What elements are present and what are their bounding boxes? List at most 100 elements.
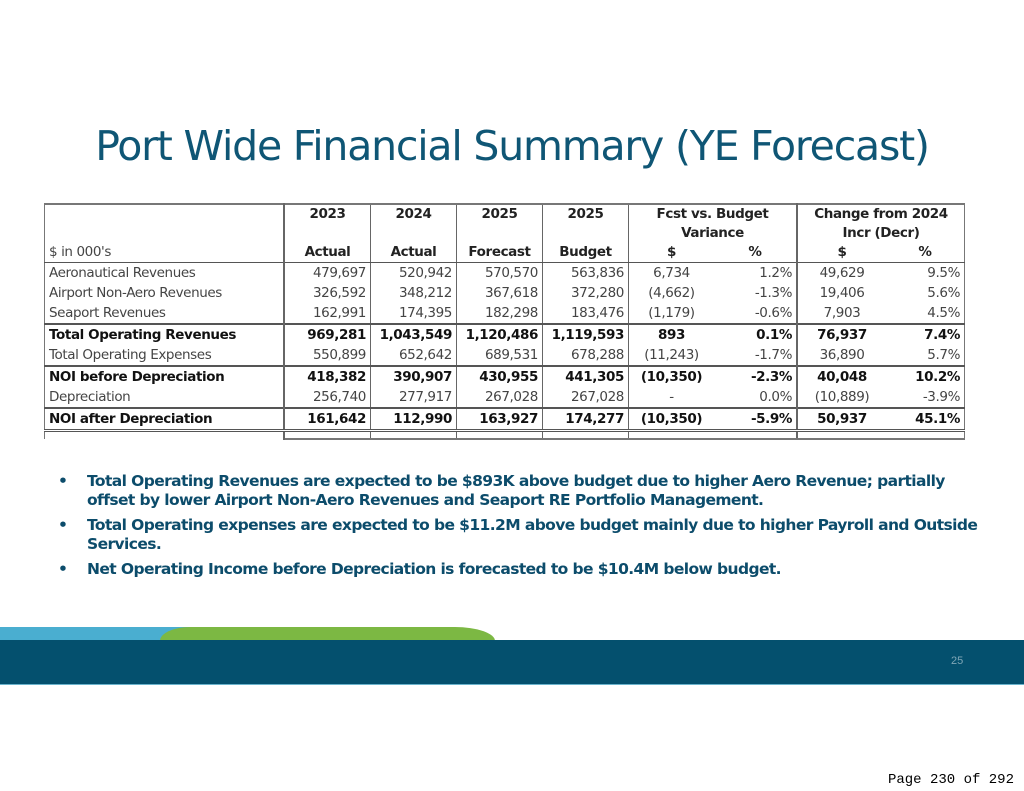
table-cell: (4,662) bbox=[648, 285, 695, 301]
table-cell: 49,629 bbox=[819, 265, 865, 281]
table-row: Aeronautical Revenues 479,697 520,942 570,5… bbox=[44, 262, 965, 283]
subheader: Forecast bbox=[456, 243, 543, 263]
table-cell: 45.1% bbox=[886, 407, 965, 431]
table-cell: 1,120,486 bbox=[456, 323, 543, 345]
table-cell: -0.6% bbox=[714, 303, 798, 324]
header-2025-budget: 2025 bbox=[542, 203, 629, 224]
table-cell: (10,889) bbox=[814, 389, 870, 405]
header-2023: 2023 bbox=[284, 203, 371, 224]
table-row: NOI after Depreciation 161,642 112,990 163,… bbox=[44, 407, 965, 431]
table-cell: -5.9% bbox=[714, 407, 798, 431]
table-row: Depreciation 256,740 277,917 267,028 267,028… bbox=[44, 387, 965, 408]
table-cell: 267,028 bbox=[456, 387, 543, 408]
row-label: Aeronautical Revenues bbox=[44, 262, 285, 283]
table-cell: 652,642 bbox=[370, 345, 457, 366]
header-change-2: Incr (Decr) bbox=[797, 224, 965, 243]
table-cell: 367,618 bbox=[456, 283, 543, 303]
table-cell: 678,288 bbox=[542, 345, 629, 366]
bullet-item: Total Operating Revenues are expected to… bbox=[58, 472, 978, 509]
table-cell: - bbox=[669, 389, 674, 405]
table-cell: 112,990 bbox=[370, 407, 457, 431]
table-cell: 5.7% bbox=[886, 345, 965, 366]
table-cell: 1,119,593 bbox=[542, 323, 629, 345]
table-cell: -1.7% bbox=[714, 345, 798, 366]
bullet-list: Total Operating Revenues are expected to… bbox=[58, 472, 978, 586]
table-cell: (1,179) bbox=[648, 305, 695, 321]
table-cell: 893 bbox=[628, 323, 714, 345]
slide-number: 25 bbox=[951, 655, 964, 667]
header-row-years: 2023 2024 2025 2025 Fcst vs. Budget Chan… bbox=[44, 203, 965, 224]
row-label: Total Operating Expenses bbox=[44, 345, 285, 366]
subheader: Actual bbox=[370, 243, 457, 263]
footer-band bbox=[0, 640, 1024, 685]
table-cell: 174,277 bbox=[542, 407, 629, 431]
table-cell: 570,570 bbox=[456, 262, 543, 283]
table-cell: 162,991 bbox=[284, 303, 371, 324]
subheader: % bbox=[886, 243, 965, 263]
row-label: Depreciation bbox=[44, 387, 285, 408]
row-label: NOI before Depreciation bbox=[44, 365, 285, 387]
table-cell: 563,836 bbox=[542, 262, 629, 283]
table-cell: 7.4% bbox=[886, 323, 965, 345]
row-label: Total Operating Revenues bbox=[44, 323, 285, 345]
header-variance-1: Fcst vs. Budget bbox=[628, 203, 798, 224]
table-row: Airport Non-Aero Revenues 326,592 348,212 3… bbox=[44, 283, 965, 303]
table-bottom-border bbox=[44, 429, 965, 440]
table-cell: 372,280 bbox=[542, 283, 629, 303]
table-row: NOI before Depreciation 418,382 390,907 430… bbox=[44, 365, 965, 387]
table-row: Total Operating Revenues 969,281 1,043,549… bbox=[44, 323, 965, 345]
table-cell: (10,350) bbox=[628, 407, 714, 431]
table-cell: 689,531 bbox=[456, 345, 543, 366]
table-cell: 19,406 bbox=[819, 285, 865, 301]
table-cell: 182,298 bbox=[456, 303, 543, 324]
table-cell: 430,955 bbox=[456, 365, 543, 387]
row-label: NOI after Depreciation bbox=[44, 407, 285, 431]
table-cell: 277,917 bbox=[370, 387, 457, 408]
subheader: $ bbox=[797, 243, 886, 263]
table-cell: 267,028 bbox=[542, 387, 629, 408]
table-cell: 1,043,549 bbox=[370, 323, 457, 345]
table-row: Seaport Revenues 162,991 174,395 182,298 183… bbox=[44, 303, 965, 324]
table-cell: 40,048 bbox=[797, 365, 886, 387]
header-change-1: Change from 2024 bbox=[797, 203, 965, 224]
table-cell: 161,642 bbox=[284, 407, 371, 431]
table-cell: 36,890 bbox=[819, 347, 865, 363]
table-cell: 0.0% bbox=[714, 387, 798, 408]
table-cell: (11,243) bbox=[644, 347, 699, 363]
table-cell: 4.5% bbox=[886, 303, 965, 324]
table-cell: 969,281 bbox=[284, 323, 371, 345]
table-cell: 441,305 bbox=[542, 365, 629, 387]
table-row: Total Operating Expenses 550,899 652,642 68… bbox=[44, 345, 965, 366]
subheader: Actual bbox=[284, 243, 371, 263]
table-cell: (10,350) bbox=[628, 365, 714, 387]
unit-label: $ in 000's bbox=[44, 243, 285, 263]
table-cell: 50,937 bbox=[797, 407, 886, 431]
table-cell: 9.5% bbox=[886, 262, 965, 283]
bullet-item: Net Operating Income before Depreciation… bbox=[58, 560, 978, 579]
table-cell: 7,903 bbox=[823, 305, 861, 321]
table-cell: 418,382 bbox=[284, 365, 371, 387]
header-2024: 2024 bbox=[370, 203, 457, 224]
header-row-sub: $ in 000's Actual Actual Forecast Budget… bbox=[44, 243, 965, 263]
table-cell: 479,697 bbox=[284, 262, 371, 283]
bullet-item: Total Operating expenses are expected to… bbox=[58, 516, 978, 553]
table-cell: 6,734 bbox=[653, 265, 690, 281]
footer-stripe-green bbox=[160, 627, 495, 641]
table-cell: 163,927 bbox=[456, 407, 543, 431]
financial-summary-table: 2023 2024 2025 2025 Fcst vs. Budget Chan… bbox=[44, 203, 965, 440]
table-cell: 390,907 bbox=[370, 365, 457, 387]
table-cell: 348,212 bbox=[370, 283, 457, 303]
table-cell: 256,740 bbox=[284, 387, 371, 408]
header-variance-2: Variance bbox=[628, 224, 798, 243]
table-cell: 520,942 bbox=[370, 262, 457, 283]
header-2025-forecast: 2025 bbox=[456, 203, 543, 224]
header-row-group: Variance Incr (Decr) bbox=[44, 224, 965, 243]
subheader: Budget bbox=[542, 243, 629, 263]
table-cell: 76,937 bbox=[797, 323, 886, 345]
table-cell: 326,592 bbox=[284, 283, 371, 303]
subheader: $ bbox=[628, 243, 714, 263]
table-cell: 174,395 bbox=[370, 303, 457, 324]
page-footer: Page 230 of 292 bbox=[887, 772, 1014, 788]
table-cell: 0.1% bbox=[714, 323, 798, 345]
table-cell: 1.2% bbox=[714, 262, 798, 283]
